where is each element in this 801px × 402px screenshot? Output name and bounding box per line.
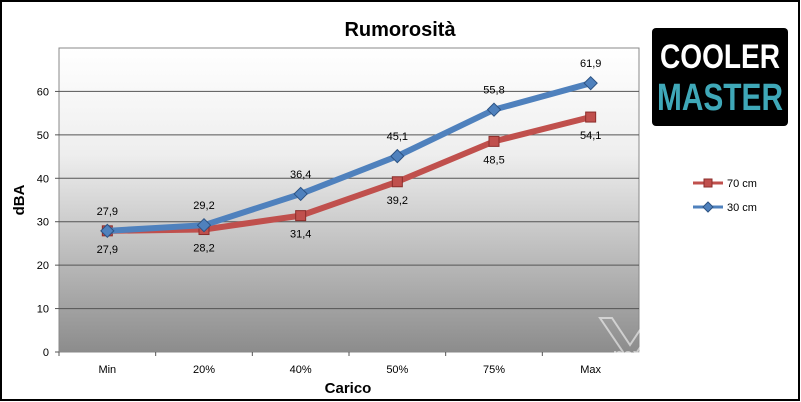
legend-label: 70 cm — [727, 178, 757, 190]
data-label: 45,1 — [387, 131, 408, 143]
x-tick-label: 20% — [193, 364, 215, 376]
data-label: 48,5 — [483, 154, 504, 166]
x-axis-ticks: Min 20% 40% 50% 75% Max — [58, 352, 602, 376]
data-point-marker — [100, 223, 115, 239]
data-labels: 27,9 28,2 31,4 39,2 48,5 54,1 27,9 29,2 36,4 45,1… — [97, 58, 602, 256]
watermark: nexthardware.com your ultimate professio… — [598, 317, 763, 389]
y-axis-ticks: 0 10 20 30 40 50 60 — [37, 86, 59, 359]
legend-marker — [703, 178, 713, 188]
data-label: 29,2 — [193, 200, 214, 212]
watermark-x-icon — [598, 317, 662, 389]
data-point-marker — [295, 210, 307, 222]
y-tick-label: 60 — [37, 86, 49, 98]
legend: 70 cm 30 cm — [693, 178, 757, 214]
y-tick-label: 10 — [37, 304, 49, 316]
x-tick-label: 75% — [483, 364, 505, 376]
data-label: 31,4 — [290, 229, 311, 241]
data-point-marker — [390, 148, 405, 164]
gridlines — [59, 90, 639, 310]
data-point-marker — [488, 135, 500, 147]
data-label: 54,1 — [580, 130, 601, 142]
data-point-marker — [583, 75, 598, 91]
data-label: 36,4 — [290, 169, 311, 181]
series-layer — [100, 75, 598, 239]
data-label: 61,9 — [580, 58, 601, 70]
y-axis-title: dBA — [11, 184, 28, 215]
y-tick-label: 20 — [37, 260, 49, 272]
data-point-marker — [293, 186, 308, 202]
x-axis-title: Carico — [325, 380, 372, 397]
x-tick-label: 40% — [290, 364, 312, 376]
watermark-brand: nexthardware.com — [613, 345, 763, 364]
x-tick-label: Min — [98, 364, 116, 376]
data-point-marker — [585, 111, 597, 123]
data-label: 55,8 — [483, 85, 504, 97]
x-tick-label: Max — [580, 364, 601, 376]
y-tick-label: 50 — [37, 130, 49, 142]
data-label: 27,9 — [97, 244, 118, 256]
data-point-marker — [486, 102, 502, 117]
legend-label: 30 cm — [727, 202, 757, 214]
y-tick-label: 40 — [37, 173, 49, 185]
watermark-tagline: your ultimate professional resource — [645, 367, 755, 374]
y-tick-label: 30 — [37, 217, 49, 229]
data-point-marker — [391, 176, 403, 188]
y-tick-label: 0 — [43, 347, 49, 359]
legend-marker — [702, 201, 714, 213]
x-tick-label: 50% — [386, 364, 408, 376]
data-label: 28,2 — [193, 243, 214, 255]
series-line-0 — [104, 114, 594, 234]
logo-line2: MASTER — [657, 77, 783, 119]
series-line-1 — [104, 80, 594, 234]
data-point-marker — [196, 217, 212, 233]
data-label: 27,9 — [97, 206, 118, 218]
chart-title: Rumorosità — [344, 19, 456, 41]
data-label: 39,2 — [387, 195, 408, 207]
logo-line1: COOLER — [660, 38, 780, 76]
cooler-master-logo: COOLER MASTER — [652, 28, 788, 126]
